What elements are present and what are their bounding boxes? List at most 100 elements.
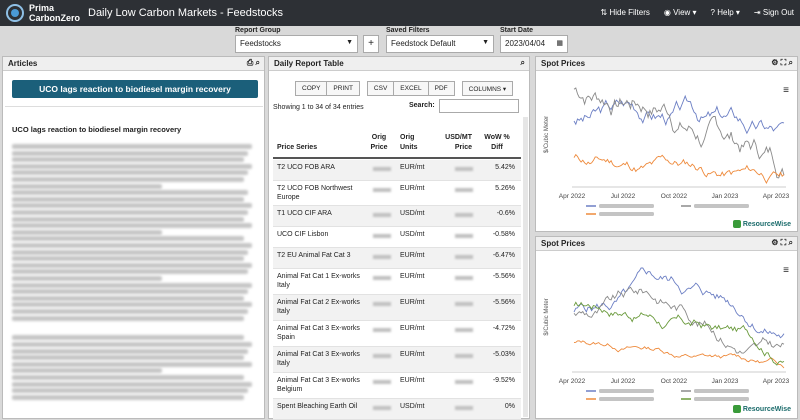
cell-diff: 5.42% xyxy=(495,164,515,171)
col-price-series[interactable]: Price Series xyxy=(277,144,318,151)
redacted-line xyxy=(12,269,248,275)
app-title: Daily Low Carbon Markets - Feedstocks xyxy=(88,7,284,19)
report-table-panel: Daily Report Table ⌕ COPY PRINT CSV EXCE… xyxy=(268,56,530,420)
col-usd-price[interactable]: USD/MT Price xyxy=(445,134,472,151)
redacted-line xyxy=(12,170,248,176)
x-tick-label: Oct 2022 xyxy=(661,193,688,200)
redacted-line xyxy=(12,315,244,321)
saved-filters-select[interactable]: Feedstock Default ▼ xyxy=(386,35,494,53)
scrollbar[interactable] xyxy=(523,117,528,417)
menu-icon[interactable]: ≡ xyxy=(783,85,789,96)
expand-icon[interactable]: ⛶ xyxy=(780,58,787,67)
table-row[interactable]: T1 UCO CIF ARA USD/mt -0.6% xyxy=(273,206,521,227)
series-line[interactable] xyxy=(573,340,785,369)
calendar-icon: ▦ xyxy=(556,40,563,47)
redacted-usd-price xyxy=(455,213,473,217)
redacted-line xyxy=(12,157,244,163)
col-orig-units[interactable]: Orig Units xyxy=(400,134,418,151)
print-button[interactable]: PRINT xyxy=(326,81,360,96)
table-row[interactable]: T2 EU Animal Fat Cat 3 EUR/mt -6.47% xyxy=(273,248,521,269)
resourcewise-icon xyxy=(732,405,741,413)
redacted-orig-price xyxy=(373,255,391,259)
search-input[interactable] xyxy=(439,99,519,113)
copy-button[interactable]: COPY xyxy=(295,81,328,96)
top-menu: ⇅ Hide Filters ◉ View ▾ ? Help ▾ ⇥ Sign … xyxy=(601,8,795,17)
headline-button[interactable]: UCO lags reaction to biodiesel margin re… xyxy=(12,80,258,98)
chevron-down-icon: ▼ xyxy=(346,39,353,46)
excel-button[interactable]: EXCEL xyxy=(393,81,429,96)
redacted-line xyxy=(12,163,252,169)
series-line[interactable] xyxy=(573,301,785,366)
series-line[interactable] xyxy=(573,87,785,179)
table-row[interactable]: Animal Fat Cat 3 Ex-works Belgium EUR/mt -… xyxy=(273,373,521,399)
table-row[interactable]: Animal Fat Cat 1 Ex-works Italy EUR/mt -5.… xyxy=(273,269,521,295)
expand-icon[interactable]: ⛶ xyxy=(780,238,787,247)
redacted-legend-label xyxy=(599,212,654,216)
cell-diff: -4.72% xyxy=(492,325,515,332)
help-menu[interactable]: ? Help ▾ xyxy=(710,8,740,17)
view-menu[interactable]: ◉ View ▾ xyxy=(663,8,697,17)
cell-units: EUR/mt xyxy=(400,164,425,171)
cell-series: T2 UCO FOB ARA xyxy=(277,164,335,171)
redacted-line xyxy=(12,394,244,400)
x-tick-label: Jul 2022 xyxy=(611,193,636,200)
cell-diff: -5.03% xyxy=(492,351,515,358)
add-filter-button[interactable]: + xyxy=(363,35,379,53)
search-icon[interactable]: ⌕ xyxy=(255,58,260,67)
sign-out-link[interactable]: ⇥ Sign Out xyxy=(753,8,794,17)
hide-filters-link[interactable]: ⇅ Hide Filters xyxy=(600,8,650,17)
table-row[interactable]: Animal Fat Cat 2 Ex-works Italy EUR/mt -5.… xyxy=(273,295,521,321)
table-row[interactable]: Animal Fat Cat 3 Ex-works Spain EUR/mt -4.… xyxy=(273,321,521,347)
resourcewise-logo: ResourceWise xyxy=(732,405,791,413)
series-line[interactable] xyxy=(573,267,785,339)
help-menu-label: Help xyxy=(717,8,734,17)
col-wow-diff[interactable]: WoW % Diff xyxy=(484,134,510,151)
redacted-line xyxy=(12,229,162,235)
search-icon[interactable]: ⌕ xyxy=(788,238,793,247)
print-icon[interactable]: ⎙ xyxy=(246,58,254,67)
redacted-line xyxy=(12,256,244,262)
redacted-usd-price xyxy=(455,167,473,171)
start-date-value: 2023/04/04 xyxy=(505,39,546,48)
redacted-line xyxy=(12,183,162,189)
series-line[interactable] xyxy=(573,286,785,354)
redacted-line xyxy=(12,361,252,367)
csv-button[interactable]: CSV xyxy=(366,81,395,96)
series-line[interactable] xyxy=(573,94,785,135)
redacted-line xyxy=(12,196,244,202)
table-row[interactable]: Spent Bleaching Earth Oil USD/mt 0% xyxy=(273,399,521,420)
redacted-line xyxy=(12,249,248,255)
table-row[interactable]: T2 UCO FOB Northwest Europe EUR/mt 5.26% xyxy=(273,181,521,206)
search-icon[interactable]: ⌕ xyxy=(520,58,525,67)
report-group-select[interactable]: Feedstocks ▼ xyxy=(235,35,358,53)
start-date-input[interactable]: 2023/04/04 ▦ xyxy=(500,35,568,53)
cell-series: T2 EU Animal Fat Cat 3 xyxy=(277,252,351,259)
resourcewise-logo: ResourceWise xyxy=(732,220,791,228)
series-line[interactable] xyxy=(573,153,785,184)
redacted-orig-price xyxy=(373,213,391,217)
table-row[interactable]: UCO CIF Lisbon USD/mt -0.58% xyxy=(273,227,521,248)
redacted-line xyxy=(12,216,244,222)
report-group-value: Feedstocks xyxy=(240,39,281,48)
gear-icon[interactable]: ⚙ xyxy=(771,238,779,247)
pdf-button[interactable]: PDF xyxy=(427,81,455,96)
menu-icon[interactable]: ≡ xyxy=(783,265,789,276)
redacted-line xyxy=(12,342,252,347)
columns-button[interactable]: COLUMNS ▾ xyxy=(461,81,514,96)
cell-diff: -5.56% xyxy=(492,273,515,280)
articles-header: Articles ⎙ ⌕ xyxy=(3,57,264,71)
redacted-line xyxy=(12,144,252,149)
redacted-line xyxy=(12,190,248,196)
search-icon[interactable]: ⌕ xyxy=(788,58,793,67)
col-orig-price[interactable]: Orig Price xyxy=(370,134,388,151)
table-row[interactable]: T2 UCO FOB ARA EUR/mt 5.42% xyxy=(273,160,521,181)
cell-units: EUR/mt xyxy=(400,185,425,192)
redacted-line xyxy=(12,177,244,182)
gear-icon[interactable]: ⚙ xyxy=(771,58,779,67)
brand-line2: CarbonZero xyxy=(29,13,81,23)
spot-prices-header-1: Spot Prices ⚙ ⛶ ⌕ xyxy=(536,57,797,71)
table-row[interactable]: Animal Fat Cat 3 Ex-works Italy EUR/mt -5.… xyxy=(273,347,521,373)
view-menu-label: View xyxy=(673,8,691,17)
filter-bar: Report Group Feedstocks ▼ + Saved Filter… xyxy=(0,26,800,56)
redacted-usd-price xyxy=(455,328,473,332)
